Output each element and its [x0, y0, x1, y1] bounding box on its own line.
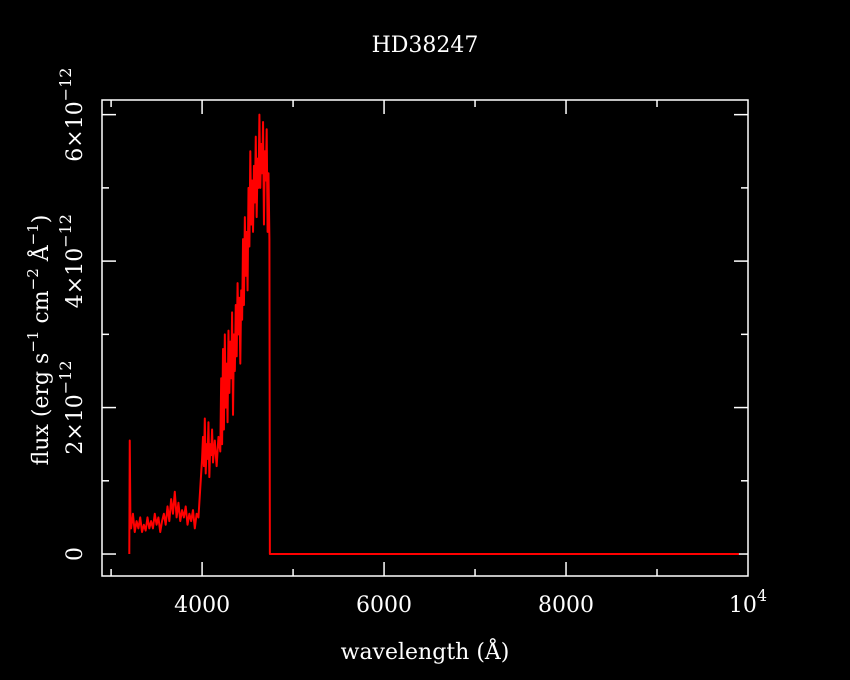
x-tick-label: 8000 — [538, 593, 594, 618]
y-axis-label: flux (erg s−1 cm−2 Å−1) — [24, 215, 54, 466]
plot-frame — [101, 99, 749, 577]
x-tick-label: 4000 — [174, 593, 230, 618]
chart-title: HD38247 — [372, 33, 479, 58]
x-tick-label: 6000 — [356, 593, 412, 618]
y-tick-label: 4×10−12 — [56, 214, 88, 308]
y-tick-label: 2×10−12 — [56, 360, 88, 454]
y-tick-label: 0 — [63, 547, 88, 561]
x-axis-label: wavelength (Å) — [341, 637, 510, 665]
y-tick-label: 6×10−12 — [56, 68, 88, 162]
x-tick-label: 104 — [729, 586, 767, 618]
spectrum-line — [128, 113, 739, 556]
